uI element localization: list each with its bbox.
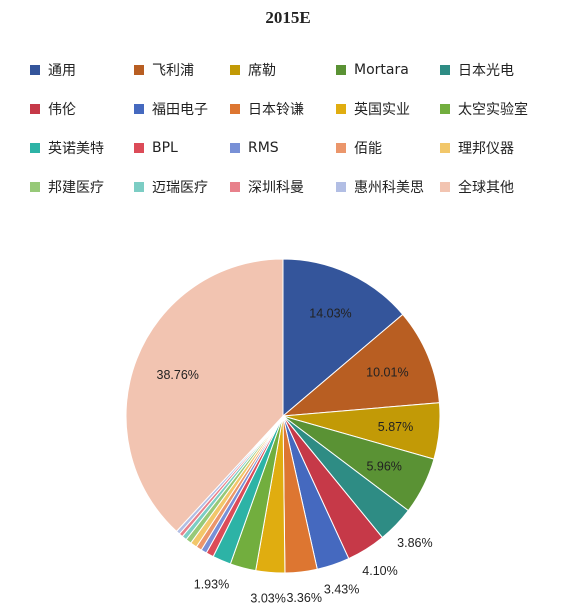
data-label: 1.93% xyxy=(194,577,229,591)
data-label: 3.36% xyxy=(286,591,321,605)
legend-item: 太空实验室 xyxy=(440,99,528,119)
legend-label: 惠州科美思 xyxy=(354,180,424,196)
legend-label: 理邦仪器 xyxy=(458,141,514,157)
legend-label: 佰能 xyxy=(354,141,382,157)
legend-swatch xyxy=(230,65,240,75)
legend-swatch xyxy=(230,182,240,192)
legend-label: 深圳科曼 xyxy=(248,180,304,196)
data-label: 3.03% xyxy=(250,591,285,605)
legend-label: 英国实业 xyxy=(354,102,410,118)
legend-item: 惠州科美思 xyxy=(336,177,424,197)
legend-swatch xyxy=(30,104,40,114)
legend-item: 飞利浦 xyxy=(134,60,194,80)
legend-label: 日本光电 xyxy=(458,63,514,79)
data-label: 10.01% xyxy=(366,366,408,380)
legend-item: 佰能 xyxy=(336,138,382,158)
legend-swatch xyxy=(30,65,40,75)
legend-swatch xyxy=(30,182,40,192)
data-label: 5.87% xyxy=(378,420,413,434)
legend-label: 通用 xyxy=(48,63,76,79)
data-label: 3.86% xyxy=(397,536,432,550)
data-label: 38.76% xyxy=(157,368,199,382)
legend-swatch xyxy=(30,143,40,153)
chart-title: 2015E xyxy=(265,8,311,27)
legend-item: 迈瑞医疗 xyxy=(134,177,208,197)
legend-swatch xyxy=(336,65,346,75)
legend-item: 邦建医疗 xyxy=(30,177,104,197)
legend-label: 英诺美特 xyxy=(48,141,104,157)
legend-swatch xyxy=(440,65,450,75)
legend-item: RMS xyxy=(230,138,279,158)
legend-swatch xyxy=(134,143,144,153)
legend-label: 迈瑞医疗 xyxy=(152,180,208,196)
legend-label: 伟伦 xyxy=(48,102,76,118)
pie-slice xyxy=(125,258,284,533)
legend-label: RMS xyxy=(248,140,279,156)
legend-item: 日本光电 xyxy=(440,60,514,80)
pie-slice xyxy=(281,313,440,417)
legend-swatch xyxy=(336,143,346,153)
legend-label: 全球其他 xyxy=(458,180,514,196)
legend-item: 伟伦 xyxy=(30,99,76,119)
legend-swatch xyxy=(230,104,240,114)
data-label: 3.43% xyxy=(324,582,359,596)
legend-item: 通用 xyxy=(30,60,76,80)
legend-label: 飞利浦 xyxy=(152,63,194,79)
legend-item: 席勒 xyxy=(230,60,276,80)
legend-swatch xyxy=(336,104,346,114)
legend-swatch xyxy=(134,182,144,192)
legend-label: 太空实验室 xyxy=(458,102,528,118)
legend-label: 日本铃谦 xyxy=(248,102,304,118)
legend-item: 英国实业 xyxy=(336,99,410,119)
legend-swatch xyxy=(440,182,450,192)
legend-swatch xyxy=(440,143,450,153)
legend-label: BPL xyxy=(152,140,178,156)
legend-label: 邦建医疗 xyxy=(48,180,104,196)
legend-item: 深圳科曼 xyxy=(230,177,304,197)
legend-swatch xyxy=(440,104,450,114)
legend-swatch xyxy=(230,143,240,153)
legend-item: 英诺美特 xyxy=(30,138,104,158)
legend-item: 福田电子 xyxy=(134,99,208,119)
legend-label: 席勒 xyxy=(248,63,276,79)
data-label: 4.10% xyxy=(362,564,397,578)
pie-slice xyxy=(282,258,404,418)
legend-item: 全球其他 xyxy=(440,177,514,197)
legend-label: 福田电子 xyxy=(152,102,208,118)
legend-item: 日本铃谦 xyxy=(230,99,304,119)
legend-label: Mortara xyxy=(354,62,409,78)
legend-item: Mortara xyxy=(336,60,409,80)
legend-swatch xyxy=(134,65,144,75)
legend-item: BPL xyxy=(134,138,178,158)
legend-swatch xyxy=(134,104,144,114)
data-label: 5.96% xyxy=(366,459,401,473)
legend-swatch xyxy=(336,182,346,192)
legend-item: 理邦仪器 xyxy=(440,138,514,158)
data-label: 14.03% xyxy=(309,306,351,320)
